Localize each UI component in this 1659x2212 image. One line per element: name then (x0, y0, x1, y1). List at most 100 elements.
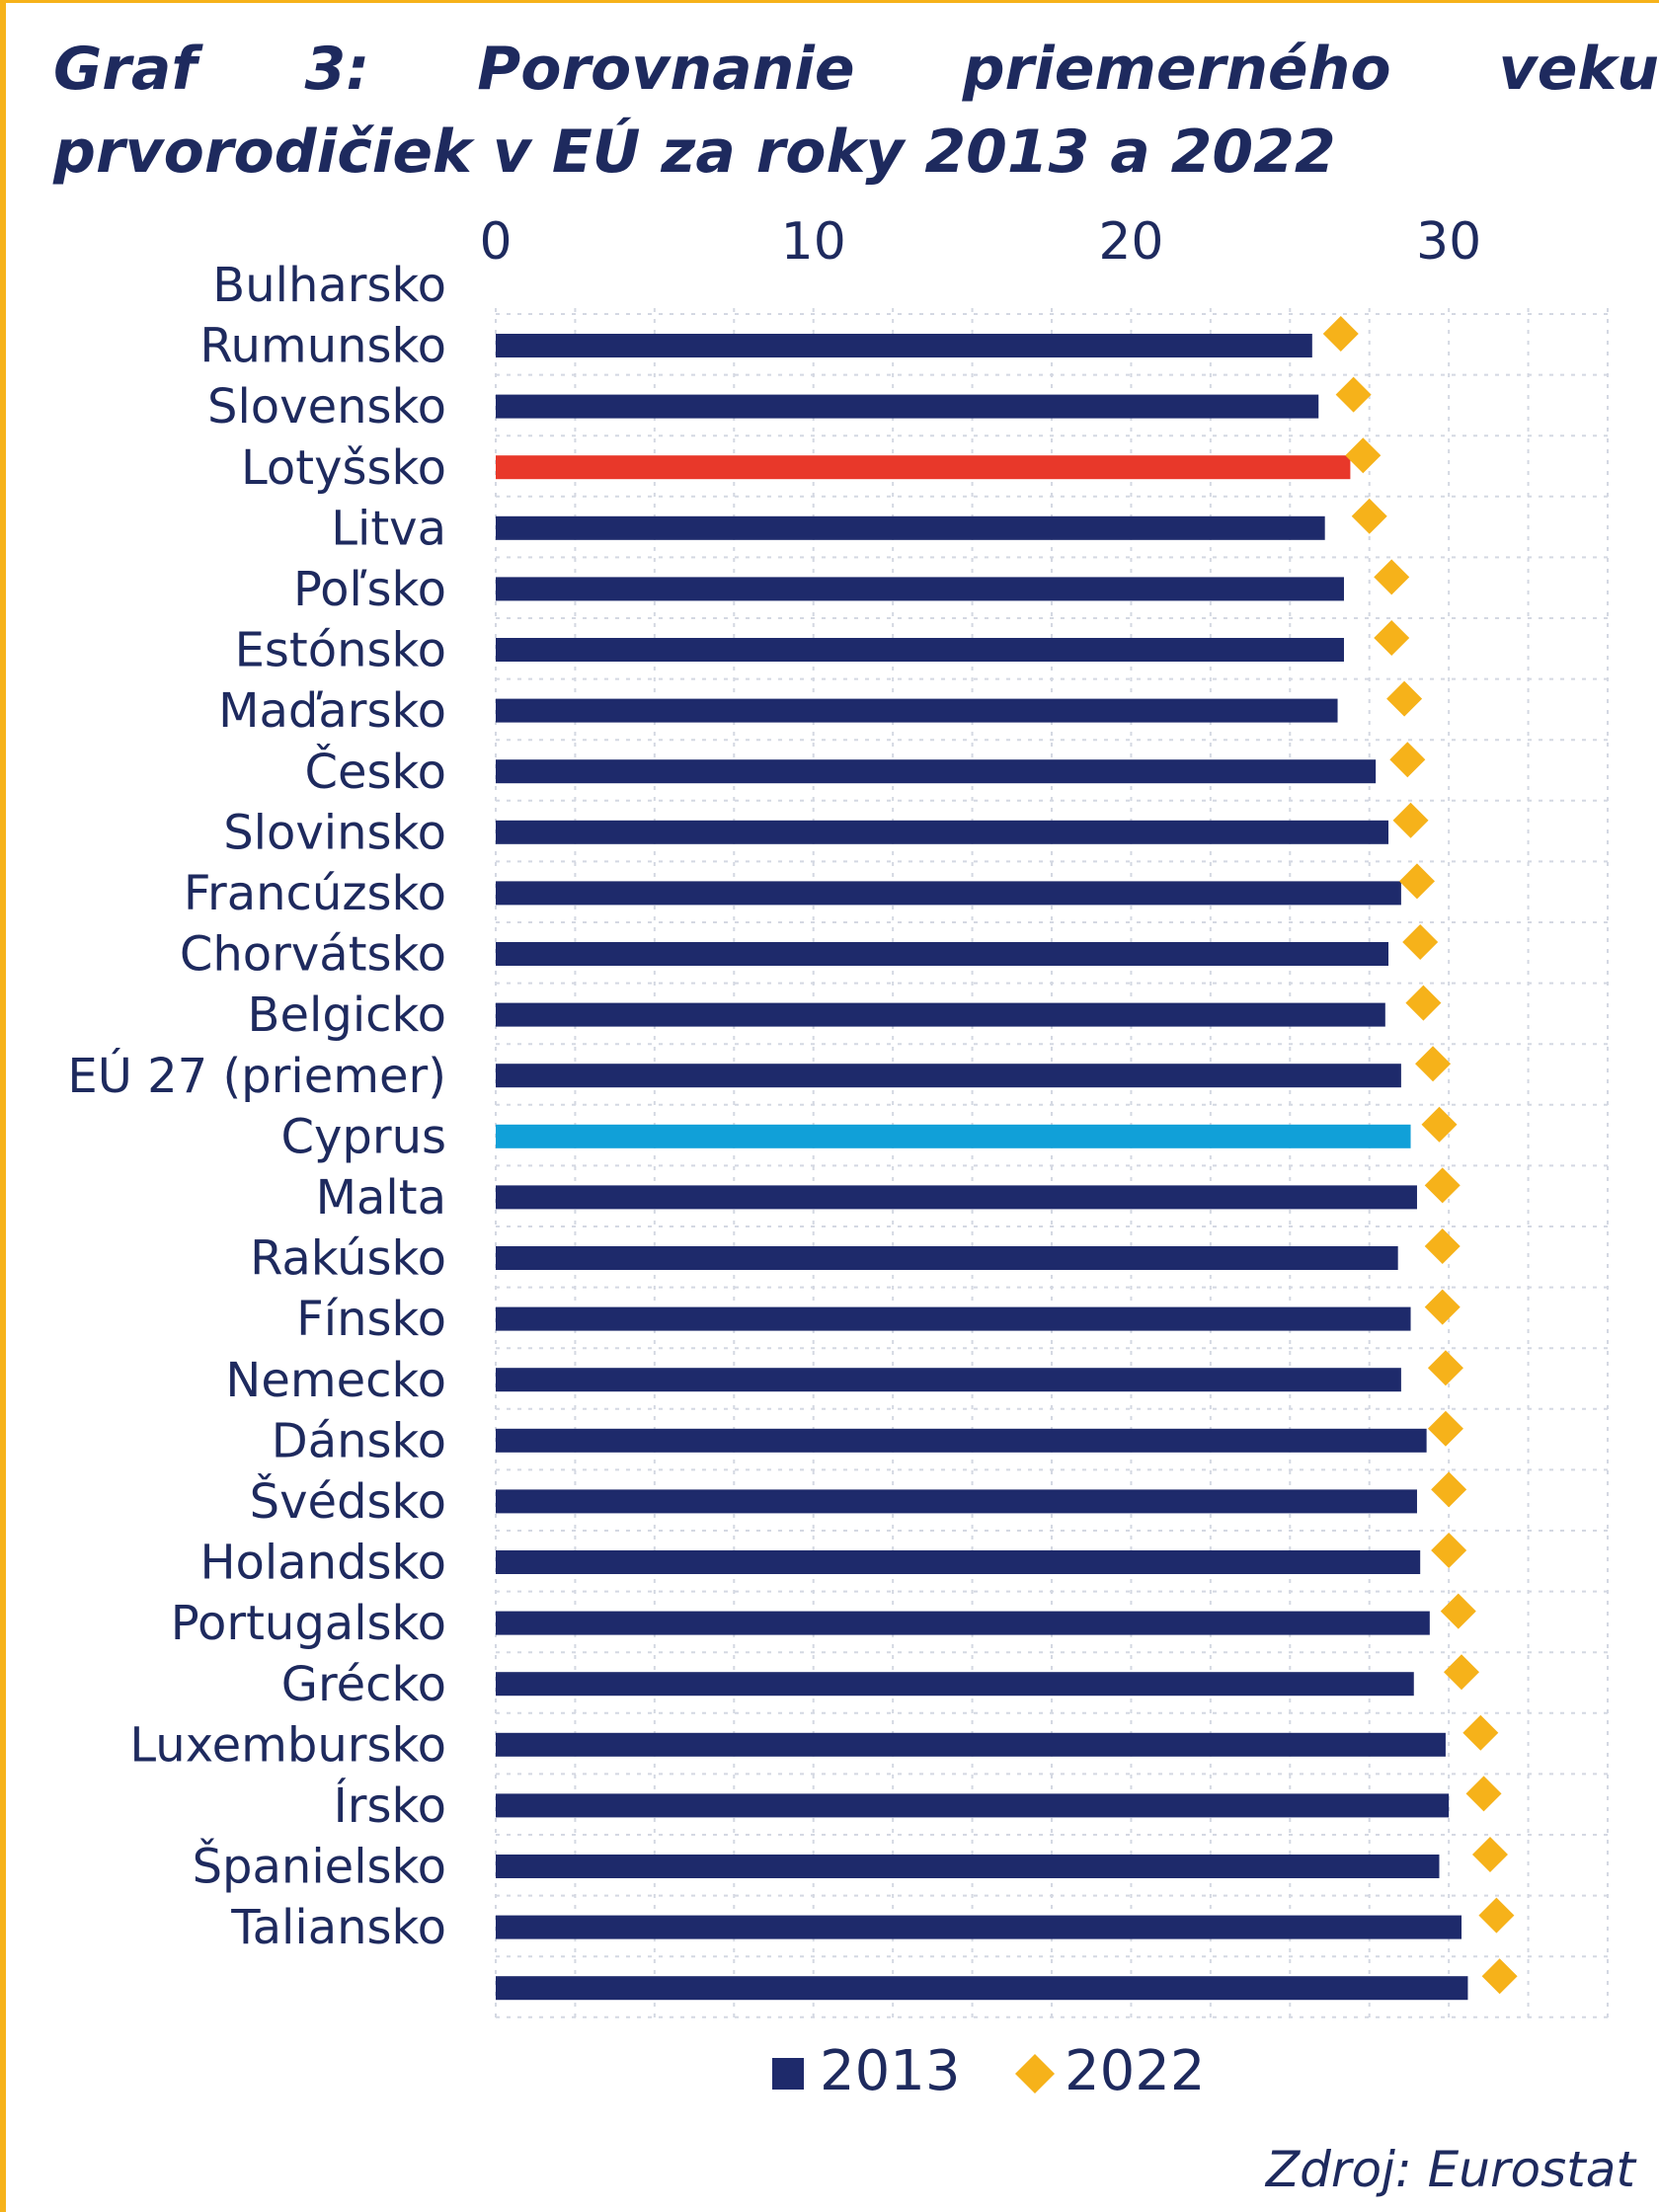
marker-2022 (1465, 1776, 1502, 1812)
category-label: Chorvátsko (180, 927, 446, 983)
category-label: Francúzsko (184, 866, 446, 921)
legend-label-2013: 2013 (820, 2039, 961, 2103)
category-label: Maďarsko (218, 683, 446, 739)
marker-2022 (1440, 1593, 1476, 1629)
markers-2022 (1322, 316, 1518, 1995)
category-label: Írsko (334, 1778, 446, 1834)
marker-2022 (1351, 498, 1387, 534)
marker-2022 (1402, 924, 1439, 960)
bar-2013 (496, 942, 1389, 966)
x-tick-label: 0 (479, 212, 512, 272)
source-note: Zdroj: Eurostat (1265, 2141, 1635, 2198)
marker-2022 (1392, 802, 1429, 838)
category-label: Luxembursko (129, 1717, 446, 1773)
bar-2013 (496, 1489, 1417, 1514)
category-label: Estónsko (235, 623, 446, 678)
legend-swatch-2022 (1015, 2054, 1055, 2094)
category-label: Nemecko (225, 1353, 446, 1408)
category-label: Holandsko (199, 1536, 446, 1591)
bar-2013 (496, 1124, 1411, 1148)
marker-2022 (1424, 1167, 1461, 1204)
bar-2013 (496, 334, 1312, 357)
bar-2013 (496, 1793, 1450, 1818)
category-label: Litva (331, 501, 446, 556)
chart-title: Graf 3: Porovnanie priemerného veku prvo… (53, 35, 1659, 187)
marker-2022 (1431, 1471, 1467, 1508)
bar-2013 (496, 1855, 1440, 1878)
bar-2013 (496, 1368, 1401, 1392)
bar-2013 (496, 1428, 1427, 1453)
bar-2013 (496, 1306, 1411, 1331)
marker-2022 (1345, 437, 1382, 474)
marker-2022 (1478, 1897, 1515, 1934)
category-label: Rakúsko (250, 1231, 446, 1287)
category-label: Česko (304, 744, 446, 800)
marker-2022 (1421, 1106, 1458, 1143)
category-label: Slovensko (207, 379, 446, 434)
category-label: Taliansko (230, 1900, 446, 1955)
category-label: Grécko (281, 1657, 446, 1712)
marker-2022 (1424, 1289, 1461, 1325)
bar-2013 (496, 455, 1351, 480)
bar-2013 (496, 1002, 1385, 1027)
category-label: Fínsko (296, 1292, 446, 1347)
x-axis-ticks: 0 10 20 30 (479, 212, 1481, 272)
marker-2022 (1481, 1958, 1518, 1995)
legend-label-2022: 2022 (1065, 2039, 1206, 2103)
frame-top-border (0, 0, 1659, 3)
bar-2013 (496, 698, 1338, 723)
x-tick-label: 30 (1416, 212, 1481, 272)
x-tick-label: 20 (1098, 212, 1163, 272)
bar-2013 (496, 1976, 1468, 2001)
bar-2013 (496, 1672, 1414, 1697)
bar-2013 (496, 1611, 1430, 1635)
bars-2013 (496, 334, 1468, 2001)
category-label: Poľsko (293, 562, 446, 617)
category-label: EÚ 27 (priemer) (67, 1048, 446, 1104)
marker-2022 (1398, 863, 1435, 900)
bar-2013 (496, 1246, 1398, 1270)
marker-2022 (1444, 1654, 1480, 1691)
bar-2013 (496, 1732, 1446, 1757)
marker-2022 (1335, 376, 1372, 413)
bar-2013 (496, 1550, 1421, 1574)
bar-2013 (496, 820, 1389, 844)
marker-2022 (1405, 985, 1442, 1021)
marker-2022 (1386, 680, 1423, 717)
category-label: Bulharsko (212, 258, 446, 313)
category-label: Slovinsko (223, 805, 446, 860)
marker-2022 (1427, 1350, 1463, 1386)
category-label: Belgicko (248, 988, 446, 1043)
category-label: Malta (316, 1170, 446, 1225)
category-label: Dánsko (272, 1413, 446, 1468)
category-label: Španielsko (193, 1839, 446, 1895)
frame-left-border (0, 0, 6, 2212)
legend-swatch-2013 (772, 2058, 804, 2090)
bar-2013 (496, 394, 1319, 419)
gridlines (495, 308, 1609, 2020)
marker-2022 (1462, 1714, 1499, 1751)
marker-2022 (1374, 559, 1410, 595)
marker-2022 (1471, 1837, 1508, 1872)
category-label: Portugalsko (171, 1596, 446, 1651)
category-label: Lotyšsko (241, 440, 446, 496)
marker-2022 (1415, 1046, 1452, 1082)
category-label: Rumunsko (199, 319, 446, 374)
marker-2022 (1322, 316, 1359, 352)
legend: 2013 2022 (772, 2039, 1206, 2103)
category-label: Cyprus (280, 1109, 446, 1164)
bar-2013 (496, 1064, 1401, 1088)
category-label: Švédsko (250, 1473, 446, 1530)
marker-2022 (1427, 1410, 1463, 1447)
marker-2022 (1374, 620, 1410, 656)
bar-2013 (496, 1915, 1462, 1939)
bar-2013 (496, 577, 1344, 601)
bar-2013 (496, 638, 1344, 662)
marker-2022 (1424, 1228, 1461, 1264)
bar-2013 (496, 1185, 1417, 1210)
bar-2013 (496, 881, 1401, 906)
marker-2022 (1389, 742, 1426, 778)
bar-2013 (496, 515, 1325, 540)
